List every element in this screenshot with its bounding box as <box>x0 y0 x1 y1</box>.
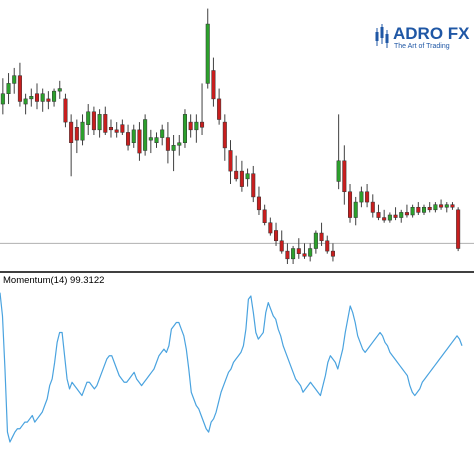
candle-down <box>330 250 335 257</box>
candle-down <box>302 253 307 257</box>
candle-down <box>17 75 22 102</box>
adrofx-logo: ADRO FX The Art of Trading <box>375 24 470 50</box>
candle-down <box>325 240 330 252</box>
momentum-series-line <box>0 292 463 443</box>
candle-down <box>200 121 205 128</box>
candles-icon <box>375 24 389 48</box>
candle-down <box>274 230 279 242</box>
candle-down <box>120 124 125 133</box>
brand-tagline: The Art of Trading <box>394 43 450 50</box>
candle-down <box>34 93 40 102</box>
candle-up <box>40 93 45 102</box>
candle-down <box>382 217 387 221</box>
candle-down <box>108 127 113 131</box>
candle-down <box>165 137 170 151</box>
candle-down <box>348 191 353 218</box>
candle-up <box>336 160 341 182</box>
candle-up <box>353 201 358 218</box>
candle-up <box>86 111 91 125</box>
candle-up <box>245 173 250 180</box>
candle-up <box>410 206 415 216</box>
candle-up <box>6 83 11 94</box>
candle-down <box>114 129 119 133</box>
candle-up <box>143 119 148 151</box>
candle-down <box>46 98 51 102</box>
candle-down <box>365 191 370 203</box>
candle-up <box>313 232 318 249</box>
price-pane <box>0 8 474 264</box>
candle-up <box>131 129 136 143</box>
candle-down <box>91 111 96 131</box>
candle-down <box>234 170 239 180</box>
candle-down <box>416 206 421 213</box>
candle-down <box>188 121 193 131</box>
candle-up <box>421 206 427 213</box>
candle-down <box>342 160 347 193</box>
candle-up <box>205 23 210 84</box>
candle-down <box>370 201 375 213</box>
candle-down <box>228 150 233 172</box>
candle-down <box>211 70 216 100</box>
candle-down <box>450 204 455 208</box>
candle-down <box>279 240 284 252</box>
candle-down <box>222 121 227 149</box>
candle-up <box>80 121 85 141</box>
candle-down <box>63 98 68 123</box>
candle-up <box>171 145 176 151</box>
candle-up <box>308 248 313 257</box>
candle-down <box>126 132 131 146</box>
candle-up <box>444 204 449 208</box>
candle-down <box>393 214 398 218</box>
candle-up <box>0 93 5 105</box>
candle-up <box>160 129 165 138</box>
candle-up <box>291 248 296 260</box>
candle-up <box>182 114 187 143</box>
momentum-label: Momentum(14) 99.3122 <box>3 275 104 286</box>
candle-down <box>427 206 432 211</box>
candle-down <box>404 212 409 216</box>
candle-down <box>285 250 290 260</box>
momentum-pane <box>0 292 463 443</box>
candle-down <box>103 114 108 133</box>
candle-down <box>74 127 79 141</box>
candle-up <box>359 191 364 203</box>
candle-up <box>194 121 199 131</box>
candle-down <box>69 121 74 143</box>
candle-up <box>387 214 392 221</box>
candle-down <box>376 212 381 218</box>
candle-down <box>319 232 324 242</box>
candle-up <box>12 75 17 84</box>
candle-up <box>57 88 62 92</box>
candle-up <box>177 142 182 146</box>
candle-down <box>239 170 244 187</box>
candle-down <box>456 209 461 249</box>
brand-name: ADRO FX <box>393 24 470 43</box>
candle-up <box>97 114 102 131</box>
candle-down <box>268 222 273 234</box>
candle-up <box>433 204 438 211</box>
candle-down <box>137 129 142 154</box>
candle-up <box>399 212 404 218</box>
candle-up <box>148 137 153 141</box>
candle-up <box>29 96 34 100</box>
candle-down <box>256 196 261 211</box>
candle-up <box>23 98 28 105</box>
candle-up <box>154 137 159 143</box>
candle-down <box>439 204 444 208</box>
candle-down <box>217 98 222 120</box>
candle-down <box>262 209 267 223</box>
candle-down <box>296 248 301 254</box>
candle-up <box>52 90 57 102</box>
candle-down <box>251 173 256 198</box>
